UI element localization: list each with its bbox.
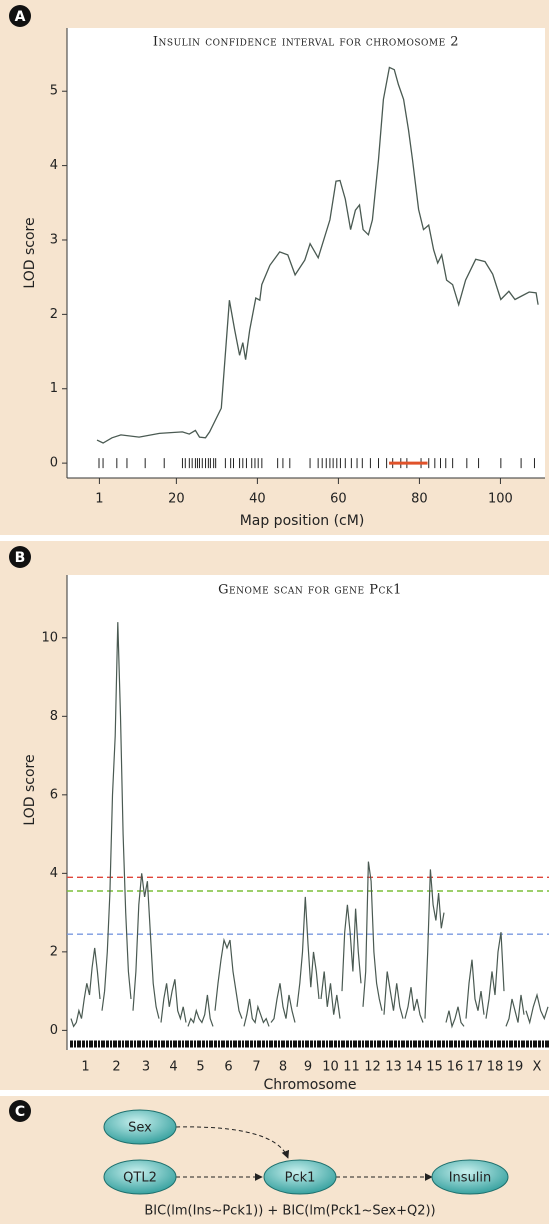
lod-line [404,987,424,1023]
x-tick-label: 9 [304,1060,312,1075]
lod-line [101,622,132,1011]
y-tick-label: 2 [50,944,58,959]
chart-title: Insulin confidence interval for chromoso… [153,35,459,50]
node [431,1159,509,1195]
x-tick-label: 10 [322,1060,339,1075]
lod-line [485,932,505,1019]
x-tick-label: 14 [406,1060,423,1075]
y-axis-label: LOD score [22,217,38,288]
caption: BIC(lm(Ins~Pck1)) + BIC(lm(Pck1~Sex+Q2)) [144,1204,435,1219]
x-tick-label: X [533,1060,542,1075]
x-tick-label: 15 [426,1060,443,1075]
x-tick-label: 80 [411,492,428,507]
x-tick-label: 100 [488,492,513,507]
lod-line [362,861,383,1011]
x-tick-label: 4 [169,1060,177,1075]
x-tick-label: 5 [196,1060,204,1075]
lod-line [383,971,404,1019]
x-tick-label: 13 [385,1060,402,1075]
lod-line [445,1006,465,1029]
x-tick-label: 2 [112,1060,120,1075]
x-tick-label: 11 [343,1060,360,1075]
lod-line [505,994,525,1027]
y-tick-label: 2 [50,307,58,322]
x-tick-label: 1 [95,492,103,507]
lod-line [296,896,320,1007]
x-tick-label: 3 [142,1060,150,1075]
y-tick-label: 5 [50,84,58,99]
x-axis-label: Chromosome [264,1077,357,1093]
panel-bg [0,1096,549,1224]
node-label: QTL2 [123,1171,157,1186]
lod-line [465,959,485,1019]
panel-label: C [15,1104,25,1120]
chart-title: Genome scan for gene Pck1 [218,583,402,598]
plot-area [67,575,549,1050]
node-label: Sex [128,1121,152,1136]
lod-line [320,971,341,1019]
x-tick-label: 18 [487,1060,504,1075]
panel-badge [9,5,31,27]
lod-line [70,947,101,1028]
lod-line [160,979,187,1023]
lod-line [243,998,270,1027]
lod-line [270,983,296,1023]
node [263,1159,337,1195]
node-label: Insulin [449,1171,492,1186]
panel-label: A [15,9,26,25]
x-tick-label: 20 [168,492,185,507]
x-tick-label: 12 [364,1060,381,1075]
y-tick-label: 3 [50,232,58,247]
lod-line [525,992,549,1025]
node [103,1159,177,1195]
y-tick-label: 1 [50,381,58,396]
x-tick-label: 60 [330,492,347,507]
y-tick-label: 0 [50,1023,58,1038]
x-tick-label: 17 [467,1060,484,1075]
panel-label: B [15,550,26,566]
node-label: Pck1 [285,1171,316,1186]
y-tick-label: 6 [50,787,58,802]
y-tick-label: 0 [50,456,58,471]
lod-line [341,904,362,992]
x-axis-label: Map position (cM) [240,513,365,529]
lod-line [424,869,445,1019]
edge [175,1126,290,1159]
y-axis-label: LOD score [22,754,38,825]
x-tick-label: 6 [224,1060,232,1075]
lod-line [214,937,243,1019]
lod-line [187,994,214,1027]
panel-badge [9,546,31,568]
node [103,1109,177,1145]
lod-line [132,873,160,1019]
x-tick-label: 40 [249,492,266,507]
y-tick-label: 4 [50,866,58,881]
plot-area [67,28,545,478]
x-tick-label: 16 [447,1060,464,1075]
x-tick-label: 8 [279,1060,287,1075]
x-tick-label: 1 [81,1060,89,1075]
panel-badge [9,1100,31,1122]
y-tick-label: 10 [41,630,58,645]
y-tick-label: 8 [50,709,58,724]
y-tick-label: 4 [50,158,58,173]
x-tick-label: 7 [252,1060,260,1075]
lod-line [96,66,539,444]
x-tick-label: 19 [507,1060,524,1075]
